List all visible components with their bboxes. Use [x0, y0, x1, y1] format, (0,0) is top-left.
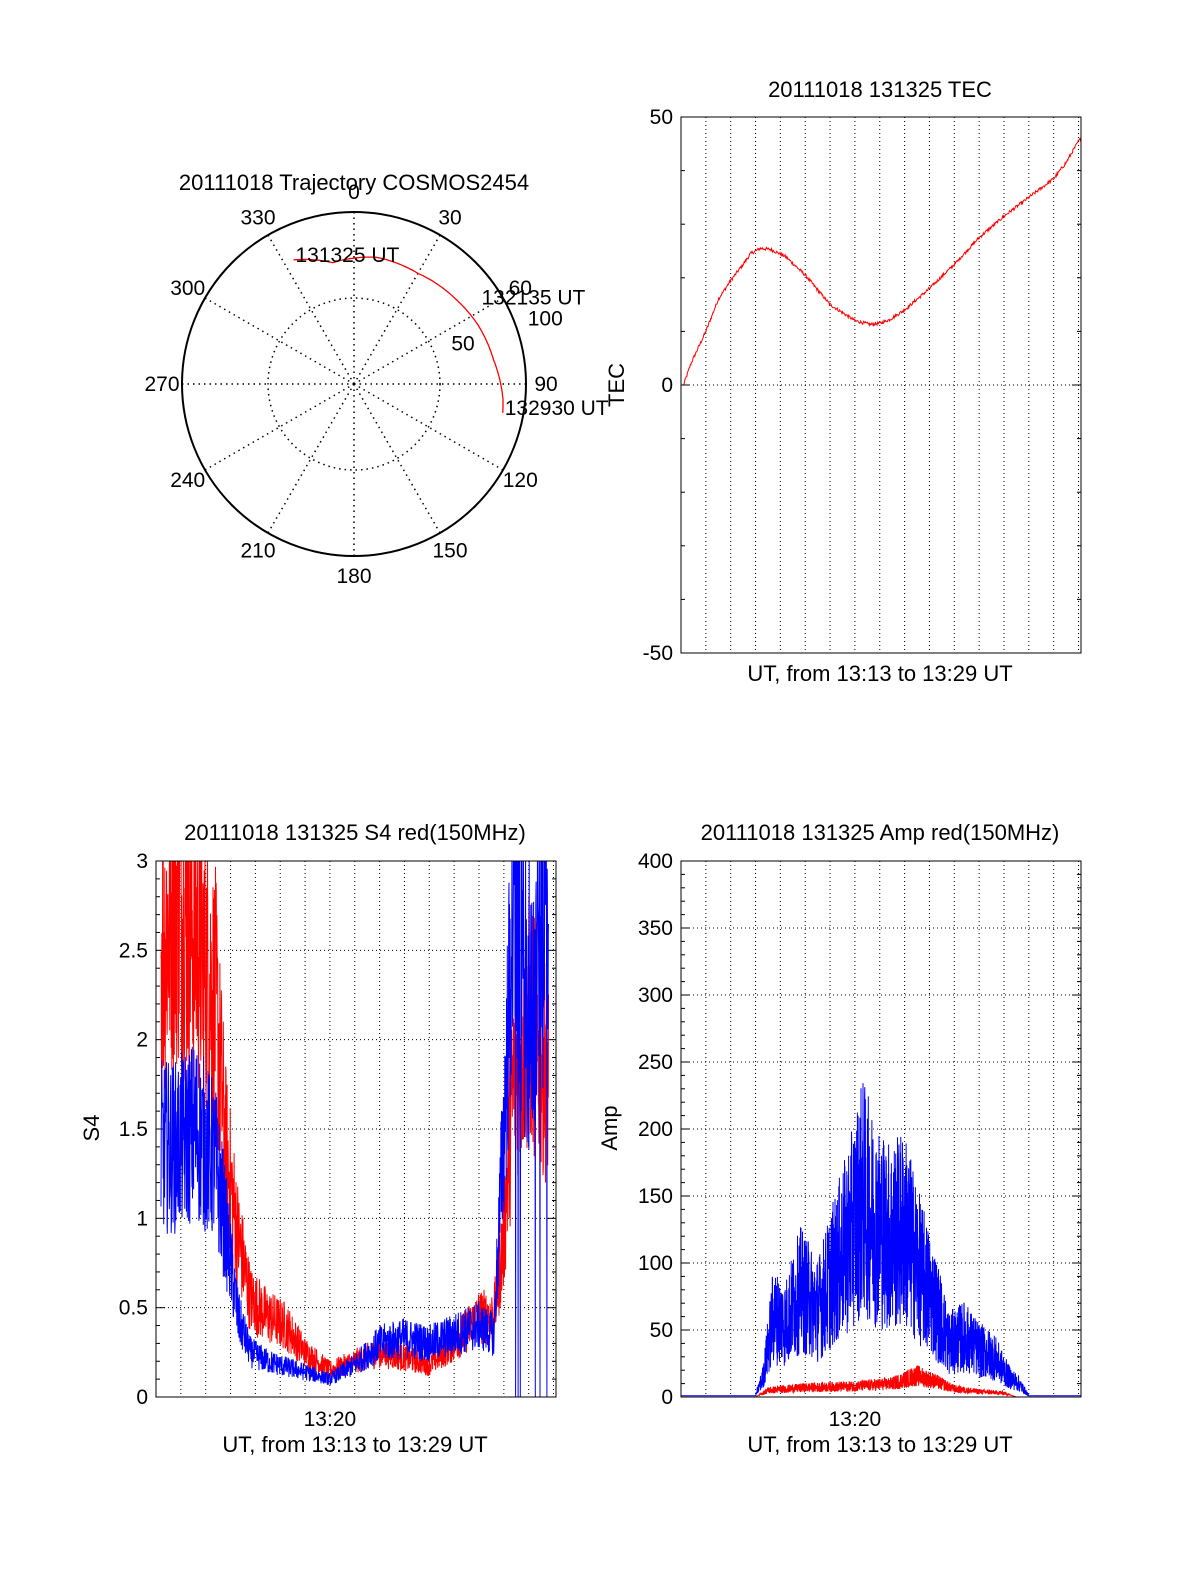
s4-series-line: [160, 861, 549, 1397]
polar-grid-spoke: [353, 383, 504, 471]
trajectory-polar-plot: 20111018 Trajectory COSMOS2454 0 30 60 90 12…: [144, 170, 608, 588]
tec-plot-frame: [680, 116, 1082, 654]
s4-y-tick-label: 1.5: [119, 1118, 148, 1141]
amp-y-tick-label: 350: [638, 917, 673, 940]
trajectory-time-label: 131325 UT: [295, 244, 399, 267]
s4-y-tick-label: 2.5: [119, 939, 148, 962]
amp-plot-frame: [680, 860, 1082, 1398]
trajectory-track-line: [293, 256, 504, 413]
polar-radial-label: 50: [451, 333, 474, 356]
polar-grid-spoke: [267, 383, 355, 534]
polar-azimuth-labels: 0 30 60 90 120 150 180 210 240 270 300 330 50 100: [144, 181, 562, 588]
trajectory-annotations: 131325 UT 132135 UT 132930 UT: [295, 244, 608, 420]
amp-series-line: [681, 1083, 1081, 1397]
trajectory-time-label: 132135 UT: [481, 287, 585, 310]
trajectory-track: [293, 256, 504, 413]
amp-x-tick-label: 13:20: [829, 1408, 882, 1431]
amp-y-label: Amp: [597, 1105, 622, 1150]
tec-y-label: TEC: [604, 363, 629, 407]
amp-y-tick-label: 250: [638, 1051, 673, 1074]
polar-grid-spoke: [353, 297, 504, 385]
s4-y-label: S4: [79, 1115, 104, 1142]
polar-azimuth-label: 300: [170, 277, 205, 300]
polar-azimuth-label: 180: [336, 565, 371, 588]
s4-y-tick-label: 1: [136, 1207, 148, 1230]
polar-azimuth-label: 120: [503, 469, 538, 492]
polar-grid-spoke: [353, 383, 441, 534]
tec-series-line: [683, 137, 1081, 385]
polar-grid-spoke: [204, 297, 355, 385]
amp-series: [681, 1083, 1081, 1397]
amp-y-tick-label: 50: [650, 1319, 673, 1342]
amp-y-tick-label: 0: [661, 1386, 673, 1409]
polar-azimuth-label: 0: [348, 181, 360, 204]
amp-y-tick-label: 100: [638, 1252, 673, 1275]
polar-grid-spoke: [204, 383, 355, 471]
polar-grid-spoke: [267, 234, 355, 385]
trajectory-time-label: 132930 UT: [505, 397, 609, 420]
polar-azimuth-label: 30: [438, 207, 461, 230]
polar-azimuth-label: 90: [534, 373, 557, 396]
s4-y-tick-label: 0.5: [119, 1297, 148, 1320]
tec-title: 20111018 131325 TEC: [768, 77, 992, 102]
s4-y-tick-label: 0: [136, 1386, 148, 1409]
amp-series-line: [681, 1365, 1081, 1397]
tec-y-ticks: -50 0 50: [643, 106, 1081, 665]
trajectory-title: 20111018 Trajectory COSMOS2454: [179, 170, 529, 195]
amp-y-tick-label: 200: [638, 1118, 673, 1141]
tec-y-tick-label: 50: [650, 106, 673, 129]
s4-title: 20111018 131325 S4 red(150MHz): [184, 820, 526, 845]
amp-y-tick-label: 150: [638, 1185, 673, 1208]
polar-azimuth-label: 330: [240, 207, 275, 230]
s4-line-chart: 20111018 131325 S4 red(150MHz) 0 0.5 1 1.5 2…: [79, 820, 557, 1457]
polar-radial-label: 100: [528, 308, 563, 331]
s4-y-tick-label: 2: [136, 1029, 148, 1052]
tec-y-tick-label: 0: [661, 374, 673, 397]
s4-x-label: UT, from 13:13 to 13:29 UT: [222, 1432, 487, 1457]
tec-x-label: UT, from 13:13 to 13:29 UT: [747, 661, 1012, 686]
polar-azimuth-label: 150: [432, 539, 467, 562]
amp-title: 20111018 131325 Amp red(150MHz): [701, 820, 1060, 845]
tec-y-tick-label: -50: [643, 642, 673, 665]
s4-y-tick-label: 3: [136, 850, 148, 873]
s4-series-line: [160, 861, 549, 1378]
tec-grid: [681, 117, 1081, 653]
tec-series: [683, 137, 1081, 385]
polar-grid-circle: [267, 297, 441, 471]
amp-x-label: UT, from 13:13 to 13:29 UT: [747, 1432, 1012, 1457]
s4-series: [160, 861, 549, 1397]
polar-azimuth-label: 240: [170, 469, 205, 492]
s4-x-ticks: 13:20: [304, 1408, 357, 1431]
amp-y-tick-label: 400: [638, 850, 673, 873]
amp-grid: [681, 861, 1081, 1397]
polar-azimuth-label: 270: [144, 373, 179, 396]
polar-grid: [181, 211, 527, 557]
amp-x-ticks: 13:20: [829, 1408, 882, 1431]
amp-y-tick-label: 300: [638, 984, 673, 1007]
tec-line-chart: 20111018 131325 TEC -50 0 50 UT, from 13:1…: [604, 77, 1082, 686]
s4-x-tick-label: 13:20: [304, 1408, 357, 1431]
s4-plot-frame: [155, 860, 557, 1398]
amp-line-chart: 20111018 131325 Amp red(150MHz) 0 50 100 15…: [597, 820, 1082, 1457]
polar-grid-spoke: [353, 234, 441, 385]
polar-azimuth-label: 210: [240, 539, 275, 562]
polar-azimuth-label: 60: [509, 277, 532, 300]
